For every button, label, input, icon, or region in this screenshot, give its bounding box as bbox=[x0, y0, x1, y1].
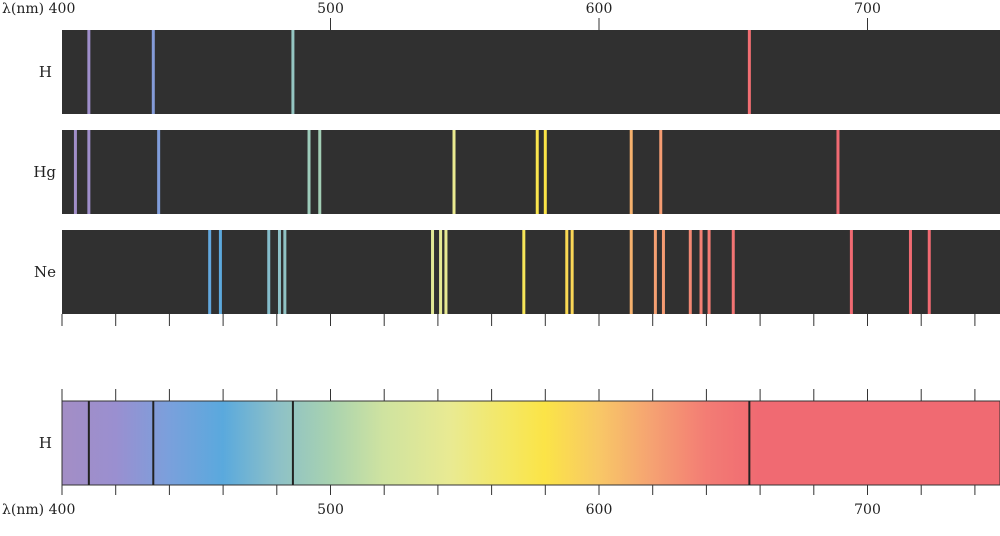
element-label: Hg bbox=[33, 163, 56, 181]
top-tick-label: 600 bbox=[586, 1, 613, 17]
element-label: H bbox=[39, 63, 52, 81]
spectrum-panel-background bbox=[62, 230, 1000, 314]
absorption-spectrum: H bbox=[39, 400, 1000, 486]
tick-row-absorption bbox=[61, 389, 976, 401]
top-axis: λ(nm) 400 500 600 700 bbox=[2, 1, 881, 30]
bottom-axis: λ(nm) 400 500 600 700 bbox=[2, 485, 976, 518]
top-axis-ticks bbox=[330, 18, 868, 30]
top-tick-label: 500 bbox=[317, 1, 344, 17]
axis-title-bottom: λ(nm) bbox=[2, 502, 44, 518]
emission-panel-hg: Hg bbox=[33, 130, 1000, 214]
absorption-element-label: H bbox=[39, 434, 52, 452]
spectrum-panel-background bbox=[62, 130, 1000, 214]
top-tick-label: 700 bbox=[854, 1, 881, 17]
emission-panel-h: H bbox=[39, 30, 1000, 114]
bottom-tick-label: 500 bbox=[317, 502, 344, 518]
bottom-tick-label: 700 bbox=[854, 502, 881, 518]
top-tick-label: 400 bbox=[49, 1, 76, 17]
element-label: Ne bbox=[34, 263, 56, 281]
spectrum-panel-background bbox=[62, 30, 1000, 114]
continuous-spectrum-bar bbox=[62, 401, 1000, 485]
axis-title-top: λ(nm) bbox=[2, 1, 44, 17]
spectrum-border bbox=[61, 400, 1000, 486]
tick-row-emission bbox=[61, 314, 976, 326]
bottom-tick-label: 400 bbox=[49, 502, 76, 518]
bottom-axis-ticks bbox=[61, 485, 976, 495]
bottom-tick-label: 600 bbox=[586, 502, 613, 518]
emission-panel-ne: Ne bbox=[34, 230, 1000, 314]
emission-spectra: H Hg Ne bbox=[33, 30, 1000, 314]
